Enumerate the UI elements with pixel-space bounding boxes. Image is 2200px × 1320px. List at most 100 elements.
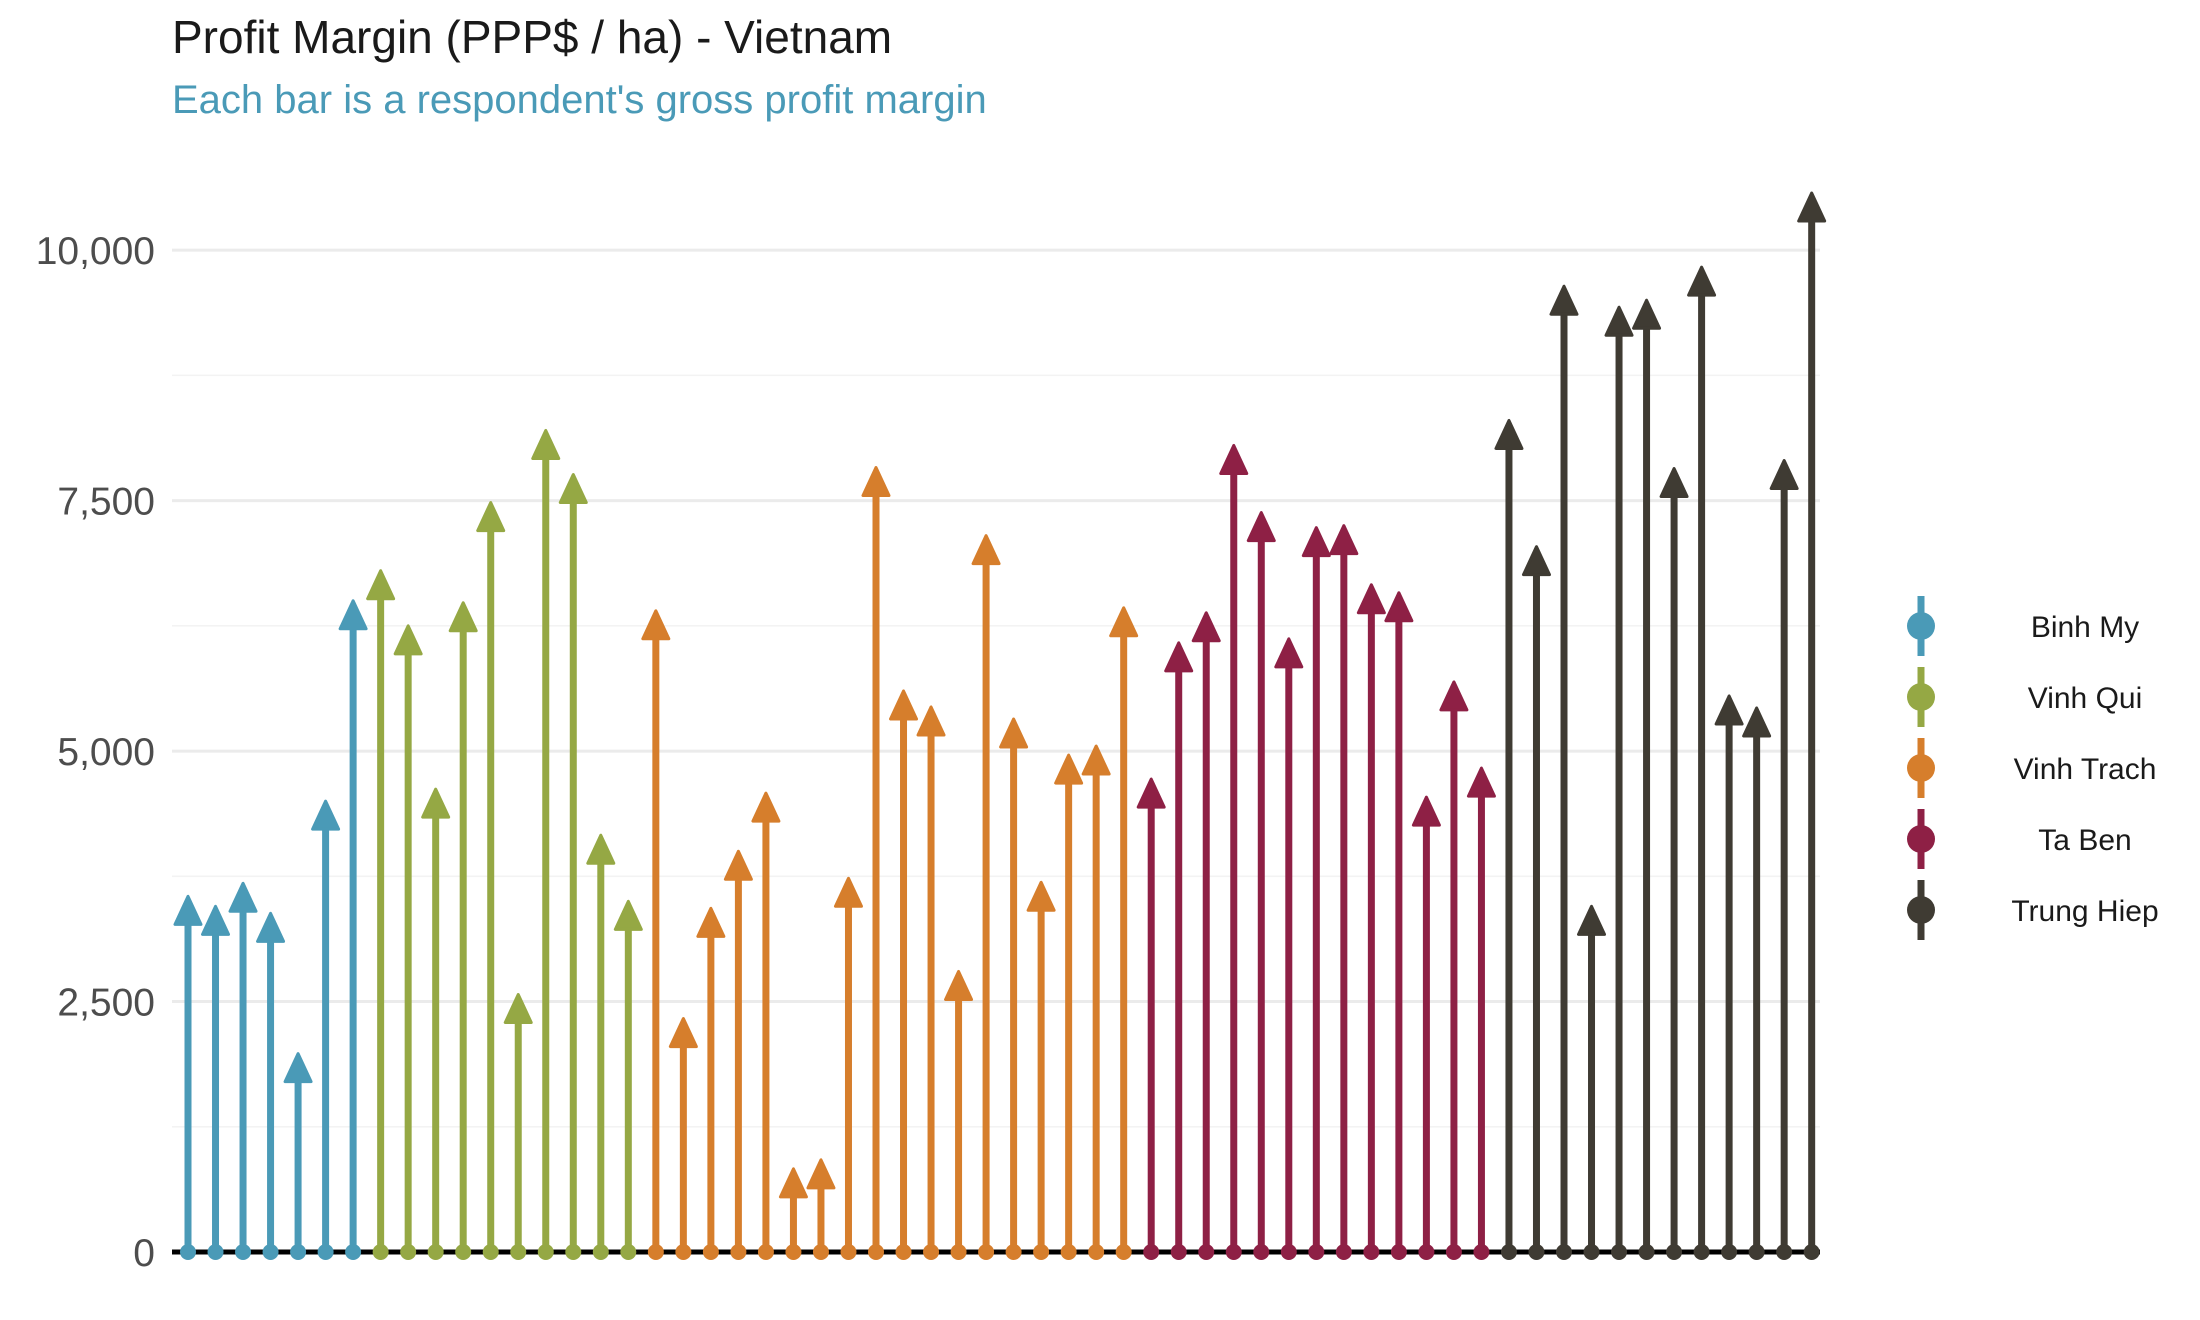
bar-base-point [702, 1244, 719, 1260]
bar-base-point [372, 1244, 389, 1260]
legend-key-point [1907, 683, 1935, 711]
bar-base-point [1721, 1244, 1738, 1260]
bar-arrowhead [1714, 694, 1744, 726]
y-tick-label: 5,000 [57, 731, 155, 774]
bar-arrowhead [1797, 191, 1827, 223]
bar-base-point [1143, 1244, 1160, 1260]
legend-label: Vinh Trach [2014, 753, 2157, 786]
chart-title: Profit Margin (PPP$ / ha) - Vietnam [172, 11, 893, 63]
points-layer [180, 1244, 1820, 1260]
legend-item: Vinh Trach [1907, 738, 2156, 798]
bar-arrowhead [1659, 467, 1689, 499]
bar-arrowhead [916, 705, 946, 737]
bar-base-point [262, 1244, 279, 1260]
bar-arrowhead [1384, 591, 1414, 623]
y-tick-label: 0 [133, 1232, 155, 1275]
bar-arrowhead [558, 473, 588, 505]
bar-arrowhead [1109, 606, 1139, 638]
bar-arrowhead [1521, 545, 1551, 577]
bar-arrowhead [778, 1167, 808, 1199]
bar-arrowhead [338, 599, 368, 631]
bar-base-point [1253, 1244, 1270, 1260]
bar-arrowhead [1191, 611, 1221, 643]
bar-arrowhead [1687, 265, 1717, 297]
bar-base-point [1418, 1244, 1435, 1260]
bar-arrowhead [1301, 526, 1331, 558]
bar-base-point [1390, 1244, 1407, 1260]
bar-base-point [427, 1244, 444, 1260]
legend-label: Trung Hiep [2011, 895, 2158, 928]
bar-arrowhead [1219, 443, 1249, 475]
bar-arrowhead [1411, 795, 1441, 827]
bar-base-point [1776, 1244, 1793, 1260]
bar-base-point [1583, 1244, 1600, 1260]
bar-base-point [978, 1244, 995, 1260]
bar-arrowhead [1136, 777, 1166, 809]
bar-base-point [180, 1244, 196, 1260]
bar-arrowhead [1604, 305, 1634, 337]
bar-arrowhead [723, 849, 753, 881]
bar-base-point [1556, 1244, 1572, 1260]
bar-arrowhead [668, 1017, 698, 1049]
bar-base-point [785, 1244, 802, 1260]
bar-base-point [1335, 1244, 1352, 1260]
y-tick-label: 7,500 [57, 481, 155, 524]
legend-key-point [1907, 825, 1935, 853]
bar-arrowhead [1466, 766, 1496, 798]
bar-base-point [868, 1244, 884, 1260]
bar-arrowhead [613, 899, 643, 931]
bar-base-point [345, 1244, 362, 1260]
bar-arrowhead [889, 689, 919, 721]
bar-base-point [895, 1244, 912, 1260]
bar-arrowhead [1081, 744, 1111, 776]
bar-base-point [1528, 1244, 1545, 1260]
bar-arrowhead [833, 876, 863, 908]
legend-item: Trung Hiep [1907, 880, 2159, 940]
bar-base-point [1198, 1244, 1215, 1260]
y-tick-label: 10,000 [36, 230, 155, 273]
bar-arrowhead [751, 791, 781, 823]
bar-arrowhead [201, 904, 231, 936]
bar-base-point [1500, 1244, 1517, 1260]
bar-arrowhead [283, 1052, 313, 1084]
bar-arrowhead [393, 624, 423, 656]
bar-base-point [1170, 1244, 1187, 1260]
bar-base-point [1445, 1244, 1462, 1260]
bar-arrowhead [1164, 641, 1194, 673]
bar-base-point [1308, 1244, 1325, 1260]
bar-base-point [812, 1244, 829, 1260]
bar-base-point [730, 1244, 747, 1260]
bar-base-point [1363, 1244, 1380, 1260]
bar-arrowhead [1769, 459, 1799, 491]
bar-base-point [510, 1244, 527, 1260]
bar-base-point [290, 1244, 307, 1260]
chart-subtitle: Each bar is a respondent's gross profit … [172, 78, 987, 122]
bar-base-point [1638, 1244, 1655, 1260]
bar-base-point [565, 1244, 582, 1260]
bar-base-point [675, 1244, 692, 1260]
bar-base-point [923, 1244, 940, 1260]
bar-base-point [840, 1244, 857, 1260]
bar-arrowhead [971, 534, 1001, 566]
bar-base-point [1473, 1244, 1490, 1260]
bar-arrowhead [421, 787, 451, 819]
bar-arrowhead [1742, 706, 1772, 738]
bar-arrowhead [311, 799, 341, 831]
bar-arrowhead [1439, 680, 1469, 712]
bar-base-point [757, 1244, 774, 1260]
bar-base-point [1033, 1244, 1050, 1260]
legend-label: Binh My [2031, 611, 2139, 644]
bar-base-point [620, 1244, 637, 1260]
bars-layer [173, 191, 1827, 1252]
bar-base-point [1611, 1244, 1628, 1260]
bar-arrowhead [503, 993, 533, 1025]
bar-base-point [1666, 1244, 1683, 1260]
grid-layer [172, 248, 1820, 1254]
bar-arrowhead [173, 894, 203, 926]
legend-key-point [1907, 612, 1935, 640]
bar-arrowhead [1549, 284, 1579, 316]
y-axis: 0 2,500 5,000 7,500 10,000 [36, 230, 155, 1275]
bar-arrowhead [1026, 880, 1056, 912]
bar-arrowhead [1274, 637, 1304, 669]
